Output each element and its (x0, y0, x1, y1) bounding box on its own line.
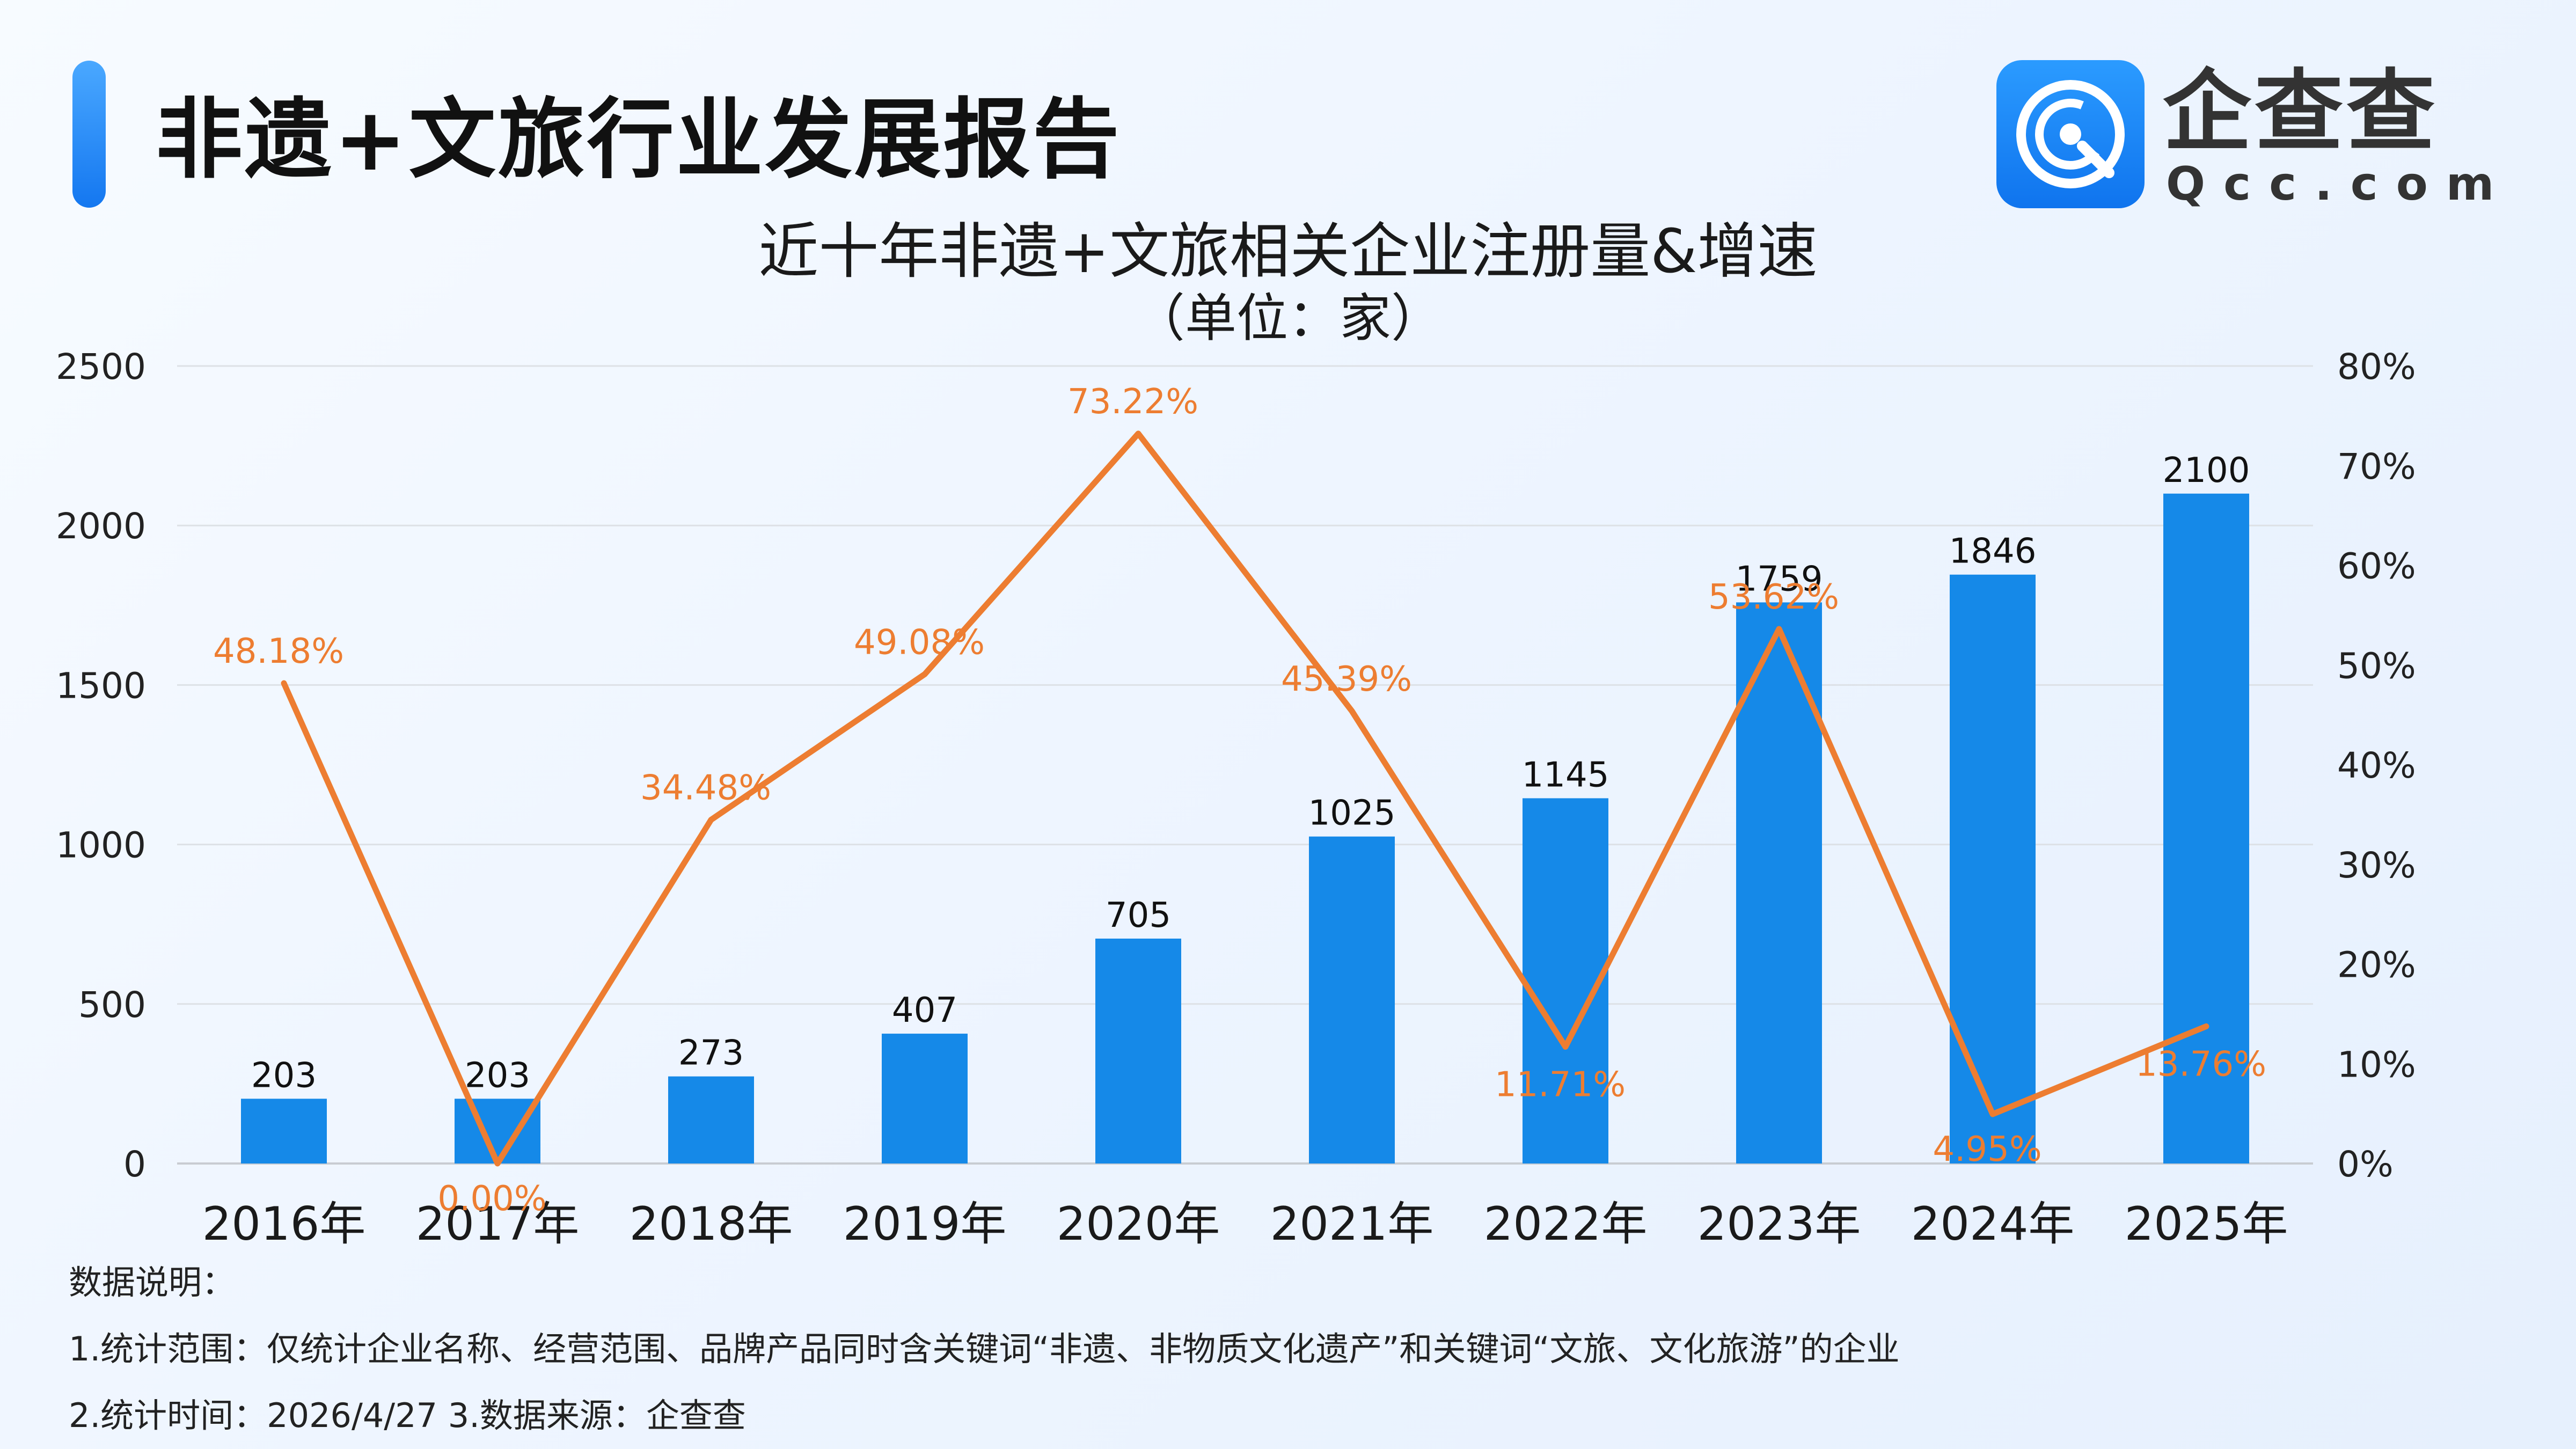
header-accent-bar (72, 61, 106, 208)
line-value-label: 13.76% (2135, 1044, 2266, 1084)
bar-value-label: 407 (892, 991, 957, 1030)
bar-value-label: 273 (678, 1034, 744, 1073)
line-value-label: 0.00% (437, 1179, 546, 1219)
bar-value-label: 1025 (1308, 794, 1396, 833)
line-value-label: 4.95% (1933, 1130, 2041, 1169)
y-left-tick-label: 1000 (56, 825, 146, 866)
y-left-tick-label: 1500 (56, 665, 146, 706)
bar (455, 1099, 540, 1163)
line-value-label: 48.18% (213, 632, 344, 671)
bar-value-label: 1759 (1736, 559, 1823, 599)
y-right-tick-label: 20% (2337, 945, 2416, 986)
line-value-label: 11.71% (1495, 1065, 1626, 1104)
y-right-tick-label: 30% (2337, 845, 2416, 886)
logo-domain: Qcc.com (2166, 157, 2513, 211)
x-tick-label: 2024年 (1911, 1197, 2075, 1251)
line-value-label: 34.48% (640, 769, 771, 808)
data-notes: 数据说明： 1.统计范围：仅统计企业名称、经营范围、品牌产品同时含关键词“非遗、… (69, 1249, 1900, 1449)
report-title: 非遗+文旅行业发展报告 (156, 90, 1122, 191)
chart-title: 近十年非遗+文旅相关企业注册量&增速 (758, 217, 1818, 287)
y-right-tick-label: 50% (2337, 645, 2416, 686)
line-value-label: 73.22% (1067, 382, 1198, 422)
x-tick-label: 2021年 (1270, 1197, 1434, 1251)
y-left-tick-label: 0 (123, 1144, 146, 1185)
y-right-tick-label: 70% (2337, 446, 2416, 487)
y-right-tick-label: 0% (2337, 1144, 2394, 1185)
x-tick-label: 2018年 (630, 1197, 793, 1251)
notes-heading: 数据说明： (69, 1263, 236, 1302)
bar-value-label: 203 (251, 1056, 317, 1095)
qcc-logo: 企查查 Qcc.com (1996, 58, 2494, 214)
bar (668, 1076, 754, 1163)
x-tick-label: 2019年 (843, 1197, 1007, 1251)
x-tick-label: 2020年 (1057, 1197, 1220, 1251)
y-left-tick-label: 500 (78, 984, 146, 1026)
growth-rate-line (281, 430, 2209, 1167)
x-tick-label: 2023年 (1697, 1197, 1861, 1251)
logo-name: 企查查 (2163, 60, 2438, 163)
y-right-tick-label: 60% (2337, 546, 2416, 587)
x-tick-label: 2016年 (202, 1197, 366, 1251)
x-tick-label: 2022年 (1484, 1197, 1648, 1251)
y-right-tick-label: 40% (2337, 745, 2416, 786)
y-left-tick-label: 2500 (56, 346, 146, 387)
bar (1523, 798, 1608, 1163)
line-value-label: 45.39% (1281, 660, 1412, 699)
y-right-tick-label: 10% (2337, 1044, 2416, 1085)
chart-subtitle: （单位：家） (1133, 288, 1443, 348)
bar (1095, 938, 1181, 1163)
bar (241, 1099, 327, 1163)
x-tick-label: 2025年 (2125, 1197, 2288, 1251)
y-right-tick-label: 80% (2337, 346, 2416, 387)
bar (1950, 574, 2036, 1163)
bar-value-label: 705 (1106, 896, 1171, 935)
bar-value-label: 203 (465, 1056, 530, 1095)
bar-value-label: 1145 (1522, 755, 1609, 795)
notes-line-1: 1.统计范围：仅统计企业名称、经营范围、品牌产品同时含关键词“非遗、非物质文化遗… (69, 1329, 1900, 1368)
bar (882, 1034, 968, 1163)
y-left-tick-label: 2000 (56, 506, 146, 547)
line-value-label: 53.62% (1708, 577, 1839, 617)
logo-mark-icon (1996, 60, 2145, 208)
bar (2163, 493, 2249, 1163)
line-value-label: 49.08% (854, 623, 985, 662)
bar-value-label: 1846 (1949, 532, 2037, 572)
bar-value-label: 2100 (2163, 451, 2250, 491)
x-tick-label: 2017年 (416, 1197, 580, 1251)
bar (1309, 836, 1395, 1163)
notes-line-2: 2.统计时间：2026/4/27 3.数据来源：企查查 (69, 1396, 746, 1435)
